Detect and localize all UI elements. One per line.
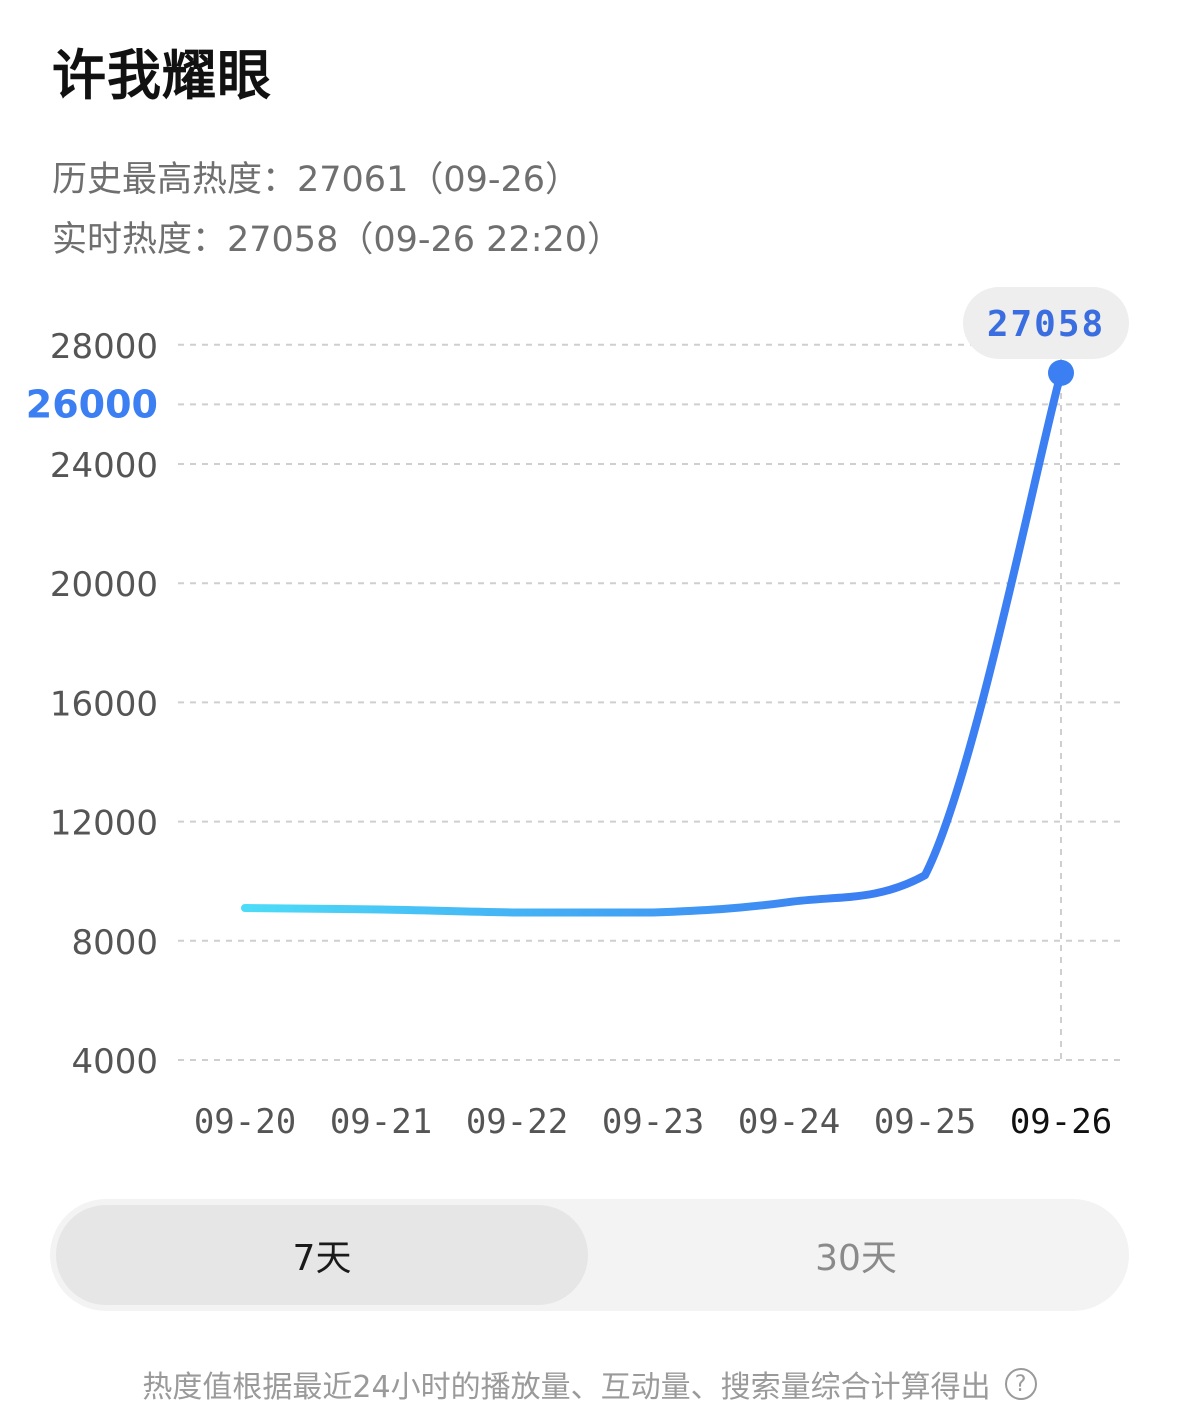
history-peak-text: 历史最高热度：27061（09-26）: [52, 160, 581, 200]
y-axis-ticks: 4000 8000 12000 16000 20000 24000 26000 28000: [26, 327, 158, 1082]
series-line: [241, 368, 1065, 917]
x-tick-label: 09-22: [466, 1102, 568, 1142]
y-tick-label: 16000: [50, 684, 158, 724]
range-option-30d[interactable]: 30天: [815, 1238, 897, 1279]
x-tick-label: 09-21: [330, 1102, 432, 1142]
x-tick-label: 09-25: [874, 1102, 976, 1142]
tooltip-value: 27058: [987, 304, 1105, 345]
x-tick-label: 09-23: [602, 1102, 704, 1142]
y-tick-label: 28000: [50, 327, 158, 367]
realtime-heat-text: 实时热度：27058（09-26 22:20）: [52, 220, 623, 260]
x-tick-label: 09-20: [194, 1102, 296, 1142]
x-axis-ticks: 09-20 09-21 09-22 09-23 09-24 09-25 09-26: [194, 1102, 1112, 1142]
heat-trend-chart: 4000 8000 12000 16000 20000 24000 26000 28000 0…: [26, 287, 1129, 1142]
tooltip-bubble: [963, 287, 1129, 359]
range-toggle: 7天 30天: [50, 1199, 1129, 1311]
x-tick-label: 09-24: [738, 1102, 840, 1142]
y-tick-label: 12000: [50, 804, 158, 844]
grid-lines: [178, 343, 1125, 1062]
y-tick-label: 20000: [50, 565, 158, 605]
footnote: 热度值根据最近24小时的播放量、互动量、搜索量综合计算得出 ?: [0, 1362, 1179, 1406]
page-title: 许我耀眼: [52, 44, 272, 107]
help-icon[interactable]: ?: [1004, 1368, 1037, 1400]
series-layer: [241, 359, 1074, 917]
range-option-7d[interactable]: 7天: [56, 1205, 588, 1305]
y-tick-label: 4000: [71, 1042, 158, 1082]
y-tick-label: 8000: [71, 923, 158, 963]
tooltip-layer: 27058: [963, 287, 1129, 359]
y-tick-label: 24000: [50, 446, 158, 486]
end-point-marker: [1048, 359, 1074, 386]
y-tick-label: 26000: [26, 382, 158, 426]
footnote-text: 热度值根据最近24小时的播放量、互动量、搜索量综合计算得出: [142, 1370, 991, 1405]
x-tick-label: 09-26: [1010, 1102, 1112, 1142]
